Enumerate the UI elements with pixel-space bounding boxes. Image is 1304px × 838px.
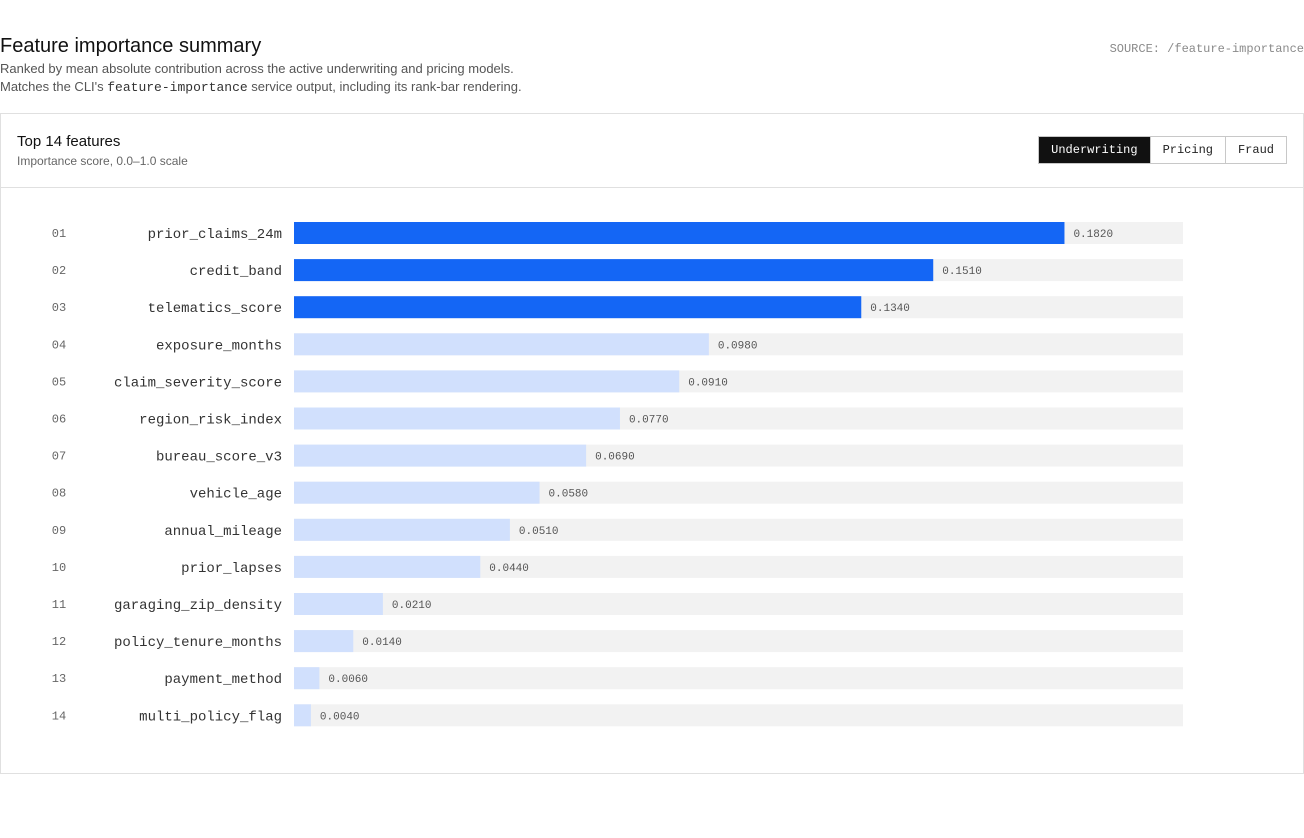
feature-label: garaging_zip_density — [114, 598, 282, 614]
bar-row: 11 garaging_zip_density 0.0210 — [52, 593, 1183, 615]
value-label: 0.0440 — [489, 563, 529, 575]
bar-row: 10 prior_lapses 0.0440 — [52, 555, 1183, 578]
value-label: 0.0060 — [328, 674, 368, 686]
value-label: 0.0980 — [718, 340, 758, 352]
bar — [294, 407, 620, 430]
rank-label: 11 — [52, 598, 66, 612]
bar-row: 09 annual_mileage 0.0510 — [52, 518, 1183, 541]
bar-row: 14 multi_policy_flag 0.0040 — [52, 704, 1183, 727]
tab-underwriting[interactable]: Underwriting — [1039, 137, 1150, 163]
value-label: 0.0140 — [362, 637, 402, 649]
value-label: 0.1820 — [1073, 229, 1113, 241]
source-label: SOURCE: /feature-importance — [1109, 42, 1304, 56]
feature-label: vehicle_age — [190, 487, 282, 503]
bar — [294, 704, 311, 727]
bar-row: 12 policy_tenure_months 0.0140 — [52, 630, 1183, 653]
value-label: 0.1340 — [870, 303, 910, 315]
feature-label: bureau_score_v3 — [156, 450, 282, 466]
bar — [294, 333, 709, 356]
bar — [294, 481, 540, 504]
bar — [294, 444, 587, 467]
bar-row: 03 telematics_score 0.1340 — [52, 296, 1183, 319]
rank-label: 04 — [52, 338, 66, 352]
page-subtitle-cli-note: Matches the CLI's feature-importance ser… — [0, 79, 522, 96]
feature-label: exposure_months — [156, 338, 282, 354]
bar-row: 02 credit_band 0.1510 — [52, 259, 1183, 282]
bar — [294, 555, 481, 578]
value-label: 0.0510 — [519, 526, 559, 538]
bar — [294, 667, 320, 690]
feature-label: payment_method — [164, 672, 282, 688]
tab-pricing[interactable]: Pricing — [1149, 137, 1225, 163]
rank-label: 02 — [52, 264, 66, 278]
rank-label: 12 — [52, 635, 66, 649]
rank-label: 13 — [52, 672, 66, 686]
value-label: 0.0210 — [392, 600, 432, 612]
feature-label: policy_tenure_months — [114, 635, 282, 651]
cli-note-prefix: Matches the CLI's — [0, 79, 108, 94]
rank-label: 05 — [52, 375, 66, 389]
feature-label: credit_band — [190, 264, 282, 280]
bar-row: 04 exposure_months 0.0980 — [52, 333, 1183, 356]
bar — [294, 630, 354, 653]
value-label: 0.0580 — [549, 489, 589, 501]
bar-track — [294, 593, 1183, 615]
card-header: Top 14 features Importance score, 0.0–1.… — [1, 114, 1303, 188]
bar — [294, 518, 510, 541]
bar-row: 07 bureau_score_v3 0.0690 — [52, 444, 1183, 467]
bar-track — [294, 518, 1183, 541]
bar — [294, 593, 383, 615]
feature-label: claim_severity_score — [114, 375, 282, 391]
feature-importance-chart: 01 prior_claims_24m 0.1820 02 credit_band 0.1… — [52, 222, 1183, 727]
bar-track — [294, 704, 1183, 727]
card-title: Top 14 features — [17, 133, 121, 150]
value-label: 0.1510 — [942, 266, 982, 278]
rank-label: 14 — [52, 709, 66, 723]
page-header: Feature importance summary Ranked by mea… — [0, 34, 1304, 98]
rank-label: 06 — [52, 413, 66, 427]
bar-track — [294, 630, 1183, 653]
rank-label: 09 — [52, 524, 66, 538]
feature-label: region_risk_index — [139, 413, 282, 429]
feature-label: telematics_score — [148, 301, 282, 317]
feature-label: prior_claims_24m — [148, 227, 282, 243]
bar-row: 13 payment_method 0.0060 — [52, 667, 1183, 690]
model-tabs: Underwriting Pricing Fraud — [1038, 136, 1287, 164]
rank-label: 10 — [52, 561, 66, 575]
feature-chart-card: Top 14 features Importance score, 0.0–1.… — [0, 113, 1304, 774]
bar — [294, 259, 934, 282]
tab-fraud[interactable]: Fraud — [1224, 137, 1286, 163]
feature-label: multi_policy_flag — [139, 709, 282, 725]
rank-label: 01 — [52, 227, 66, 241]
card-subtitle: Importance score, 0.0–1.0 scale — [17, 154, 188, 168]
page-title: Feature importance summary — [0, 35, 262, 57]
bar — [294, 222, 1065, 244]
value-label: 0.0910 — [688, 377, 728, 389]
page-subtitle: Ranked by mean absolute contribution acr… — [0, 61, 514, 76]
value-label: 0.0770 — [629, 415, 669, 427]
bar-track — [294, 667, 1183, 690]
value-label: 0.0040 — [320, 711, 360, 723]
bar-row: 05 claim_severity_score 0.0910 — [52, 370, 1183, 393]
cli-command-code: feature-importance — [107, 80, 248, 95]
bar — [294, 370, 680, 393]
bar-row: 08 vehicle_age 0.0580 — [52, 481, 1183, 504]
bar-row: 06 region_risk_index 0.0770 — [52, 407, 1183, 430]
rank-label: 08 — [52, 487, 66, 501]
cli-note-suffix: service output, including its rank-bar r… — [247, 79, 522, 94]
bar — [294, 296, 862, 319]
feature-label: prior_lapses — [181, 561, 282, 577]
rank-label: 03 — [52, 301, 66, 315]
value-label: 0.0690 — [595, 452, 635, 464]
rank-label: 07 — [52, 450, 66, 464]
feature-label: annual_mileage — [164, 524, 282, 540]
bar-track — [294, 555, 1183, 578]
bar-row: 01 prior_claims_24m 0.1820 — [52, 222, 1183, 244]
